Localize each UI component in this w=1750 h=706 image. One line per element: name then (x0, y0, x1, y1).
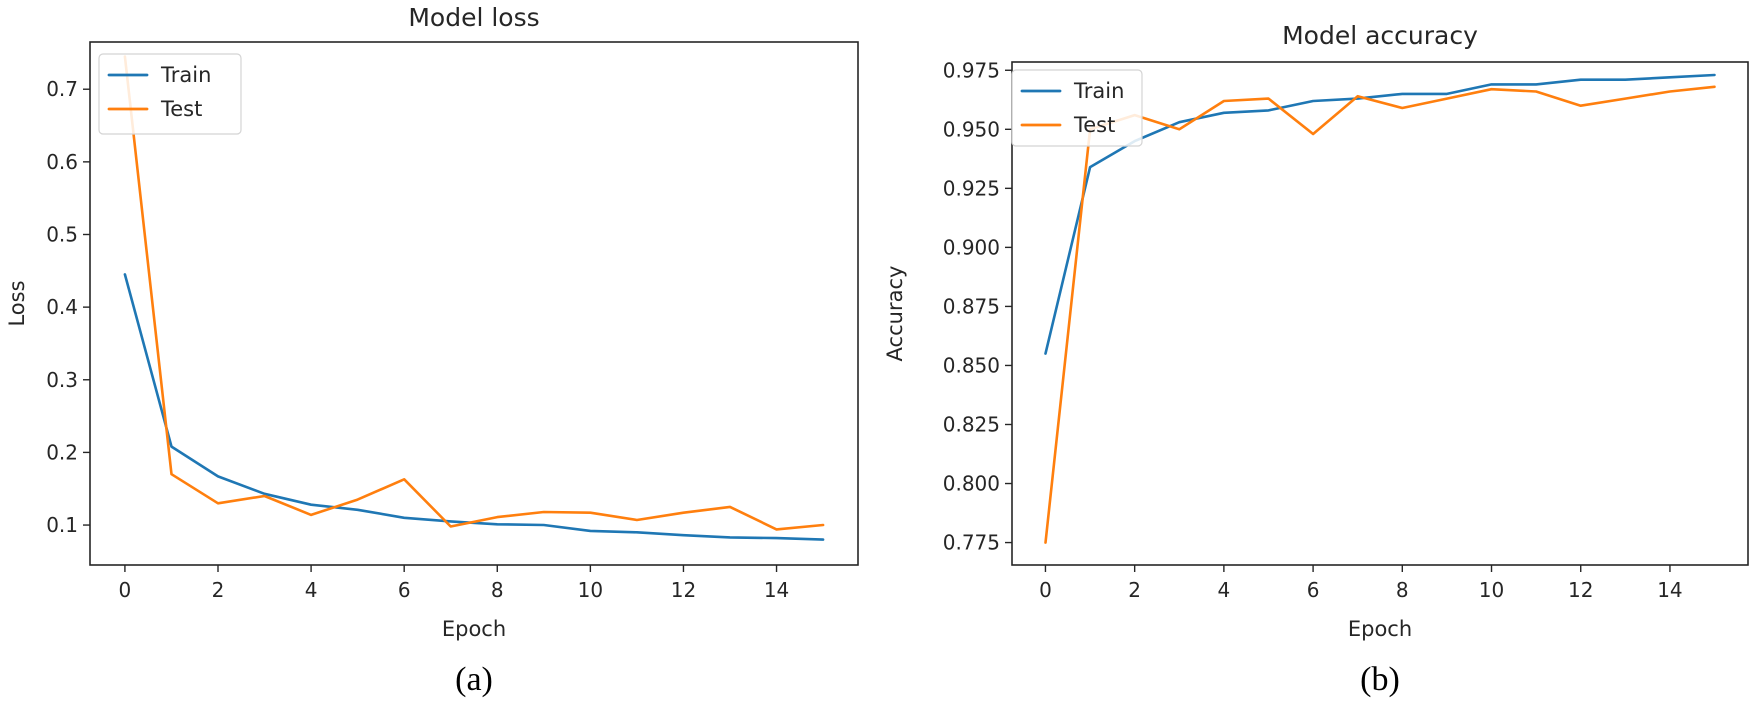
loss-x-tick-label: 4 (305, 578, 318, 602)
accuracy-legend-train-label: Train (1073, 79, 1124, 103)
loss-y-tick-label: 0.2 (46, 440, 78, 464)
loss-x-tick-label: 8 (491, 578, 504, 602)
accuracy-caption: (b) (1360, 661, 1400, 698)
loss-caption: (a) (455, 661, 493, 698)
loss-x-axis-label: Epoch (442, 617, 506, 641)
accuracy-y-tick-label: 0.925 (943, 176, 1000, 200)
loss-chart: Model loss 0 2 4 6 8 10 12 14 0.1 0.2 0.3 0.4 0.5 0.6 0… (5, 3, 859, 698)
loss-y-tick-label: 0.6 (46, 150, 78, 174)
accuracy-chart-title: Model accuracy (1282, 21, 1478, 50)
loss-x-tick-label: 6 (398, 578, 411, 602)
accuracy-legend-box (1011, 69, 1143, 147)
accuracy-x-tick-label: 2 (1128, 578, 1141, 602)
accuracy-legend: Train Test (1011, 69, 1143, 147)
accuracy-x-tick-label: 12 (1568, 578, 1593, 602)
accuracy-x-tick-label: 4 (1218, 578, 1231, 602)
accuracy-series-test-line (1044, 85, 1716, 544)
accuracy-y-tick-label: 0.950 (943, 117, 1000, 141)
loss-x-tick-label: 2 (212, 578, 225, 602)
accuracy-x-tick-label: 0 (1039, 578, 1052, 602)
accuracy-y-tick-label: 0.800 (943, 472, 1000, 496)
loss-y-tick-label: 0.4 (46, 295, 78, 319)
accuracy-y-tick-label: 0.825 (943, 412, 1000, 436)
accuracy-x-tick-label: 10 (1479, 578, 1504, 602)
loss-plot-frame (89, 41, 859, 566)
accuracy-y-tick-label: 0.850 (943, 353, 1000, 377)
loss-series-train-line (123, 273, 825, 541)
loss-legend-test-label: Test (160, 97, 202, 121)
accuracy-series-train-line (1044, 73, 1716, 355)
loss-legend-train-label: Train (160, 63, 211, 87)
loss-y-axis-label: Loss (5, 280, 29, 326)
accuracy-y-tick-label: 0.775 (943, 531, 1000, 555)
accuracy-y-tick-label: 0.975 (943, 58, 1000, 82)
accuracy-plot-frame (1011, 61, 1749, 566)
accuracy-x-tick-label: 6 (1307, 578, 1320, 602)
accuracy-y-tick-label: 0.900 (943, 235, 1000, 259)
loss-series-test-line (123, 55, 825, 531)
loss-x-tick-label: 0 (119, 578, 132, 602)
loss-x-tick-label: 10 (578, 578, 603, 602)
accuracy-chart: Model accuracy 0 2 4 6 8 10 12 14 0.775 0.800 0.825… (883, 21, 1749, 698)
accuracy-legend-test-label: Test (1073, 113, 1115, 137)
loss-y-tick-label: 0.1 (46, 513, 78, 537)
loss-legend: Train Test (98, 53, 242, 135)
loss-y-tick-label: 0.3 (46, 368, 78, 392)
loss-y-tick-label: 0.5 (46, 222, 78, 246)
accuracy-x-tick-label: 8 (1396, 578, 1409, 602)
loss-chart-title: Model loss (408, 3, 539, 32)
accuracy-x-tick-label: 14 (1657, 578, 1682, 602)
loss-x-tick-label: 12 (671, 578, 696, 602)
accuracy-y-tick-label: 0.875 (943, 294, 1000, 318)
loss-x-tick-label: 14 (764, 578, 789, 602)
loss-y-tick-label: 0.7 (46, 77, 78, 101)
accuracy-y-axis-label: Accuracy (883, 266, 907, 362)
accuracy-x-axis-label: Epoch (1348, 617, 1412, 641)
